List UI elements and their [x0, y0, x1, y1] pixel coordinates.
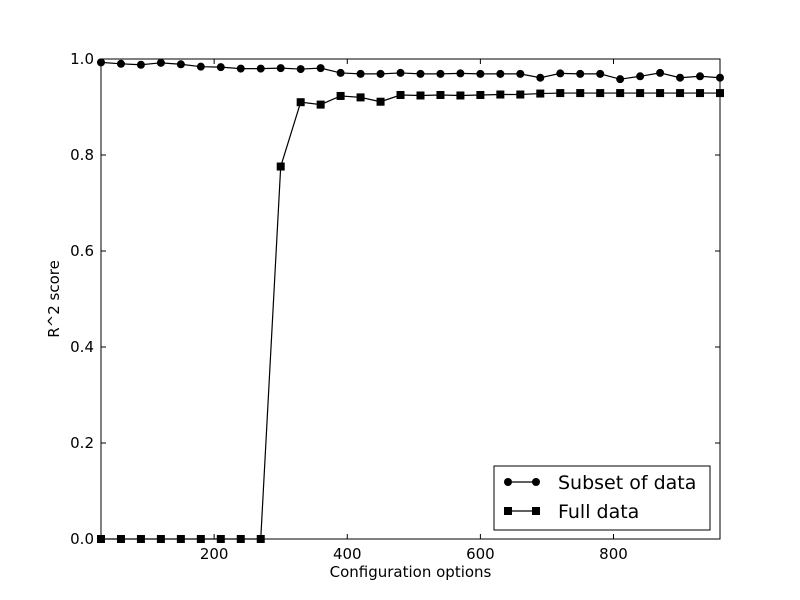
data-point-circle — [396, 68, 405, 77]
x-tick-label: 600 — [466, 545, 495, 563]
data-point-circle — [156, 58, 165, 67]
data-point-square — [516, 90, 525, 99]
data-point-circle — [236, 64, 245, 73]
data-point-square — [496, 90, 505, 99]
series-line — [100, 61, 721, 80]
data-point-square — [676, 89, 685, 98]
legend-label: Full data — [558, 501, 639, 523]
data-point-square — [616, 89, 625, 98]
data-point-square — [336, 91, 345, 100]
data-point-square — [696, 89, 705, 98]
data-point-square — [476, 91, 485, 99]
data-point-circle — [616, 75, 625, 84]
data-point-circle — [296, 65, 305, 74]
series-1 — [97, 58, 724, 84]
data-point-circle — [176, 60, 185, 69]
axes: 200 400 600 800 0.0 0.2 0.4 0.6 0.8 1.0 — [70, 50, 720, 563]
data-point-circle — [316, 64, 325, 73]
data-point-circle — [556, 69, 565, 78]
data-point-square — [536, 89, 545, 98]
legend-item: Subset of data — [504, 472, 696, 494]
data-point-circle — [436, 69, 445, 78]
legend-box — [493, 465, 711, 531]
x-tick-label: 200 — [200, 545, 229, 563]
legend-items: Subset of data Full data — [504, 472, 696, 523]
y-axis-label: R^2 score — [45, 260, 63, 338]
data-point-circle — [336, 68, 345, 77]
data-point-circle — [116, 59, 125, 68]
data-point-circle — [476, 69, 485, 78]
data-point-square — [296, 98, 305, 107]
data-point-circle — [376, 69, 385, 78]
y-tick-label: 0.2 — [70, 434, 94, 452]
data-point-square — [636, 89, 645, 98]
data-point-circle — [516, 69, 525, 78]
y-tick-label: 1.0 — [70, 50, 94, 68]
x-axis-label: Configuration options — [330, 563, 492, 581]
legend-marker-square — [504, 507, 512, 515]
data-point-square — [596, 89, 605, 98]
data-point-circle — [636, 72, 645, 81]
data-point-square — [576, 89, 585, 98]
y-tick-label: 0.4 — [70, 338, 94, 356]
data-point-square — [276, 162, 285, 171]
legend: Subset of data Full data — [493, 465, 711, 531]
data-point-square — [396, 91, 405, 99]
data-point-circle — [356, 69, 365, 78]
data-point-circle — [416, 69, 425, 78]
data-point-circle — [676, 73, 685, 82]
legend-marker-square — [532, 507, 540, 515]
data-point-square — [356, 93, 365, 102]
data-point-circle — [496, 69, 505, 78]
data-point-circle — [696, 72, 705, 81]
data-point-circle — [136, 60, 145, 69]
legend-marker-circle — [532, 478, 540, 486]
data-point-square — [556, 89, 565, 98]
data-point-square — [376, 97, 385, 106]
data-point-circle — [276, 64, 285, 73]
data-point-square — [436, 91, 445, 99]
y-tick-label: 0.0 — [70, 530, 94, 548]
y-tick-label: 0.6 — [70, 242, 94, 260]
data-point-circle — [216, 63, 225, 72]
data-point-circle — [596, 69, 605, 78]
x-tick-label: 400 — [333, 545, 362, 563]
y-tick-label: 0.8 — [70, 146, 94, 164]
data-point-square — [316, 100, 325, 109]
data-point-square — [456, 91, 465, 100]
legend-label: Subset of data — [558, 472, 696, 494]
data-point-circle — [656, 68, 665, 77]
plot-frame — [100, 58, 721, 540]
data-point-square — [656, 89, 665, 98]
x-tick-label: 800 — [599, 545, 628, 563]
legend-marker-circle — [504, 478, 512, 486]
data-point-circle — [256, 64, 265, 73]
legend-item: Full data — [504, 501, 639, 523]
data-point-square — [416, 91, 425, 100]
data-point-circle — [536, 73, 545, 82]
data-point-circle — [456, 69, 465, 78]
data-point-circle — [196, 62, 205, 71]
data-point-circle — [576, 69, 585, 78]
